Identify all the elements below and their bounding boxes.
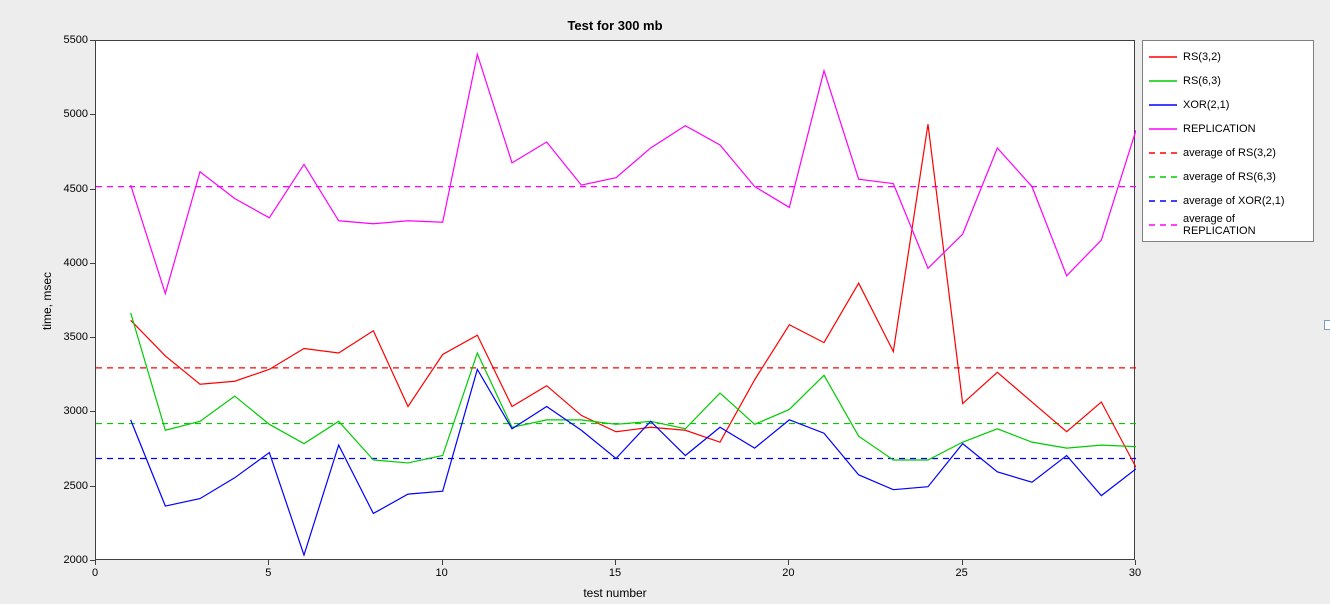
legend-swatch xyxy=(1149,99,1177,111)
ytick-label: 2000 xyxy=(50,554,88,566)
legend-swatch xyxy=(1149,51,1177,63)
ytick-label: 4000 xyxy=(50,257,88,269)
ytick-mark xyxy=(90,189,95,190)
legend-item[interactable]: average of RS(6,3) xyxy=(1149,165,1307,189)
legend-swatch xyxy=(1149,219,1177,231)
xtick-mark xyxy=(788,560,789,565)
ytick-label: 3000 xyxy=(50,405,88,417)
xtick-label: 25 xyxy=(956,567,968,579)
legend-item[interactable]: REPLICATION xyxy=(1149,117,1307,141)
ytick-label: 4500 xyxy=(50,183,88,195)
axes[interactable] xyxy=(95,40,1135,560)
legend-swatch xyxy=(1149,171,1177,183)
ytick-mark xyxy=(90,337,95,338)
ytick-mark xyxy=(90,560,95,561)
xtick-label: 10 xyxy=(436,567,448,579)
legend-item[interactable]: RS(3,2) xyxy=(1149,45,1307,69)
ytick-mark xyxy=(90,486,95,487)
legend-label: REPLICATION xyxy=(1183,123,1256,135)
ytick-label: 5500 xyxy=(50,34,88,46)
ytick-mark xyxy=(90,40,95,41)
xtick-mark xyxy=(962,560,963,565)
y-axis-label: time, msec xyxy=(40,272,54,330)
ytick-mark xyxy=(90,114,95,115)
legend-label: RS(6,3) xyxy=(1183,75,1221,87)
xtick-label: 0 xyxy=(92,567,98,579)
legend-label: average of REPLICATION xyxy=(1183,213,1307,237)
legend-swatch xyxy=(1149,147,1177,159)
ytick-label: 3500 xyxy=(50,331,88,343)
xtick-label: 15 xyxy=(609,567,621,579)
legend-item[interactable]: average of REPLICATION xyxy=(1149,213,1307,237)
xtick-mark xyxy=(95,560,96,565)
xtick-label: 20 xyxy=(782,567,794,579)
maximize-icon[interactable] xyxy=(1324,320,1330,330)
xtick-label: 5 xyxy=(265,567,271,579)
xtick-label: 30 xyxy=(1129,567,1141,579)
legend-swatch xyxy=(1149,195,1177,207)
legend-label: average of RS(6,3) xyxy=(1183,171,1276,183)
legend-item[interactable]: average of RS(3,2) xyxy=(1149,141,1307,165)
ytick-mark xyxy=(90,411,95,412)
legend-item[interactable]: average of XOR(2,1) xyxy=(1149,189,1307,213)
legend[interactable]: RS(3,2) RS(6,3) XOR(2,1) REPLICATION average… xyxy=(1142,40,1314,242)
chart-title: Test for 300 mb xyxy=(95,18,1135,33)
ytick-label: 5000 xyxy=(50,108,88,120)
legend-label: XOR(2,1) xyxy=(1183,99,1229,111)
legend-swatch xyxy=(1149,123,1177,135)
legend-swatch xyxy=(1149,75,1177,87)
x-axis-label: test number xyxy=(95,586,1135,600)
xtick-mark xyxy=(615,560,616,565)
plot-svg xyxy=(96,41,1136,561)
legend-item[interactable]: XOR(2,1) xyxy=(1149,93,1307,117)
xtick-mark xyxy=(442,560,443,565)
legend-label: RS(3,2) xyxy=(1183,51,1221,63)
legend-label: average of RS(3,2) xyxy=(1183,147,1276,159)
figure: Test for 300 mb test number time, msec R… xyxy=(10,10,1320,594)
xtick-mark xyxy=(268,560,269,565)
xtick-mark xyxy=(1135,560,1136,565)
legend-item[interactable]: RS(6,3) xyxy=(1149,69,1307,93)
ytick-mark xyxy=(90,263,95,264)
legend-label: average of XOR(2,1) xyxy=(1183,195,1285,207)
ytick-label: 2500 xyxy=(50,480,88,492)
